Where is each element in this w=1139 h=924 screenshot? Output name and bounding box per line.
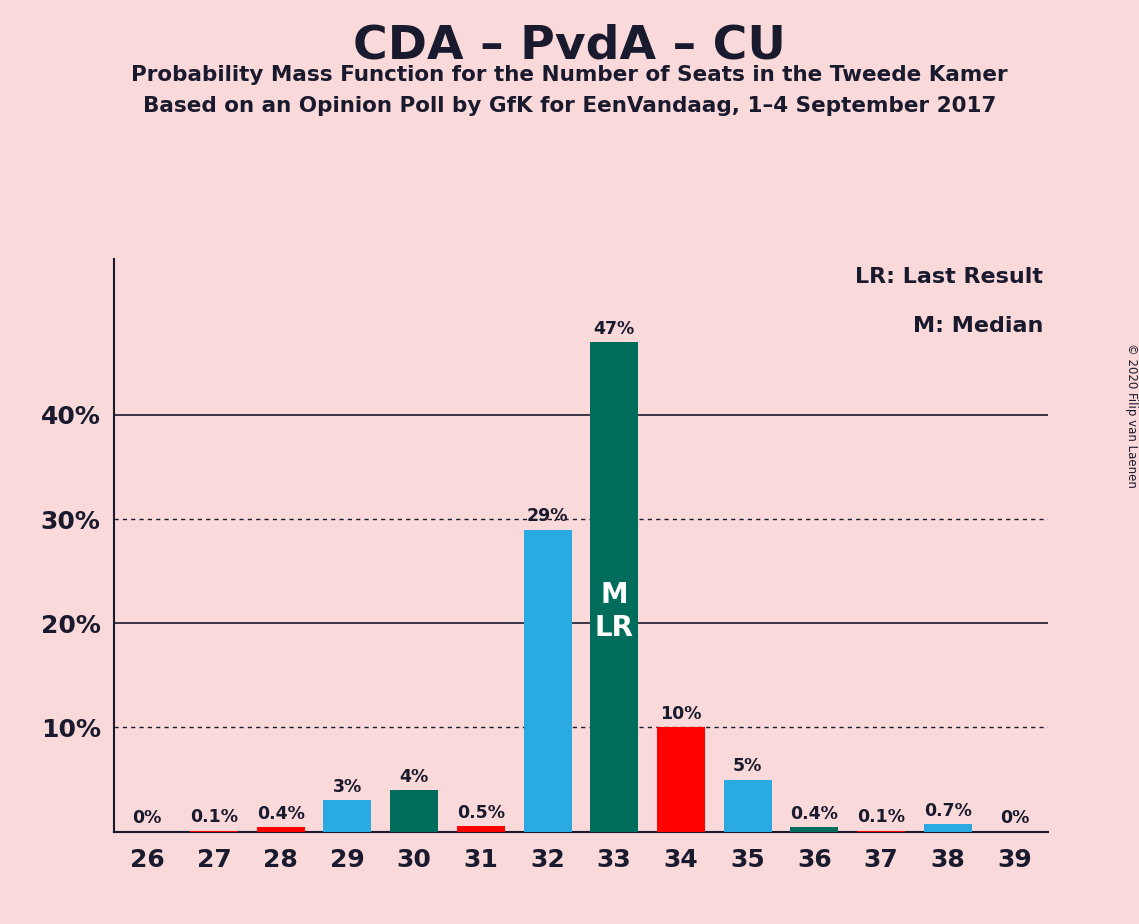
Text: LR: Last Result: LR: Last Result: [855, 267, 1043, 287]
Text: 4%: 4%: [400, 768, 428, 785]
Text: Based on an Opinion Poll by GfK for EenVandaag, 1–4 September 2017: Based on an Opinion Poll by GfK for EenV…: [142, 96, 997, 116]
Text: 0.4%: 0.4%: [256, 806, 304, 823]
Text: © 2020 Filip van Laenen: © 2020 Filip van Laenen: [1124, 344, 1138, 488]
Text: 10%: 10%: [661, 705, 702, 723]
Text: 29%: 29%: [526, 507, 568, 526]
Text: M
LR: M LR: [595, 581, 633, 641]
Bar: [390, 790, 439, 832]
Text: CDA – PvdA – CU: CDA – PvdA – CU: [353, 23, 786, 68]
Bar: [657, 727, 705, 832]
Bar: [857, 831, 906, 832]
Text: 3%: 3%: [333, 778, 362, 796]
Text: Probability Mass Function for the Number of Seats in the Tweede Kamer: Probability Mass Function for the Number…: [131, 65, 1008, 85]
Text: 47%: 47%: [593, 320, 634, 338]
Bar: [590, 342, 638, 832]
Text: 0.1%: 0.1%: [858, 808, 906, 826]
Text: 0.4%: 0.4%: [790, 806, 838, 823]
Text: 0%: 0%: [132, 809, 162, 827]
Bar: [323, 800, 371, 832]
Bar: [924, 824, 972, 832]
Text: 0.5%: 0.5%: [457, 804, 505, 822]
Bar: [256, 827, 305, 832]
Bar: [723, 780, 772, 832]
Bar: [190, 831, 238, 832]
Text: M: Median: M: Median: [912, 316, 1043, 336]
Bar: [524, 529, 572, 832]
Text: 0%: 0%: [1000, 809, 1030, 827]
Text: 0.1%: 0.1%: [190, 808, 238, 826]
Text: 5%: 5%: [734, 758, 762, 775]
Bar: [790, 827, 838, 832]
Text: 0.7%: 0.7%: [924, 802, 972, 821]
Bar: [457, 826, 505, 832]
